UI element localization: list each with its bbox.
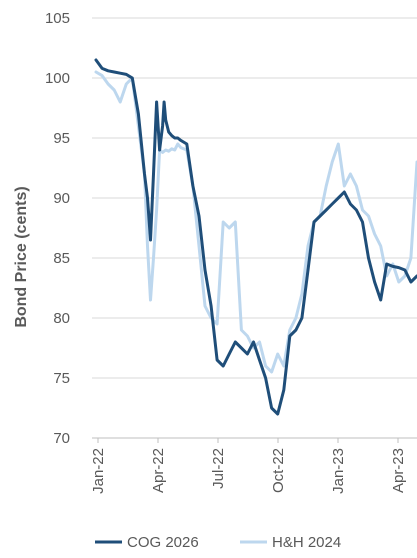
y-tick-label: 90 xyxy=(53,190,70,207)
x-axis: Jan-22 Apr-22 Jul-22 Oct-22 Jan-23 Apr-23 xyxy=(90,438,407,494)
y-tick-label: 75 xyxy=(53,370,70,387)
y-tick-label: 95 xyxy=(53,130,70,147)
x-tick-label: Oct-22 xyxy=(270,448,287,493)
series-line-cog-2026 xyxy=(94,58,417,416)
y-axis-title: Bond Price (cents) xyxy=(13,186,30,327)
x-tick-label: Jul-22 xyxy=(210,448,227,489)
series-line-h-h-2024 xyxy=(94,70,417,374)
y-tick-label: 105 xyxy=(45,10,70,27)
x-tick-label: Apr-23 xyxy=(390,448,407,493)
series-lines xyxy=(94,58,417,416)
legend-label: COG 2026 xyxy=(127,534,199,551)
y-tick-label: 100 xyxy=(45,70,70,87)
gridlines xyxy=(92,17,417,439)
legend: COG 2026 H&H 2024 xyxy=(95,534,341,551)
x-tick-label: Jan-22 xyxy=(90,448,107,494)
x-tick-label: Apr-22 xyxy=(150,448,167,493)
y-tick-label: 70 xyxy=(53,430,70,447)
y-tick-label: 80 xyxy=(53,310,70,327)
x-tick-label: Jan-23 xyxy=(330,448,347,494)
legend-label: H&H 2024 xyxy=(272,534,341,551)
y-tick-label: 85 xyxy=(53,250,70,267)
y-axis-ticks: 70 75 80 85 90 95 100 105 xyxy=(45,10,70,447)
